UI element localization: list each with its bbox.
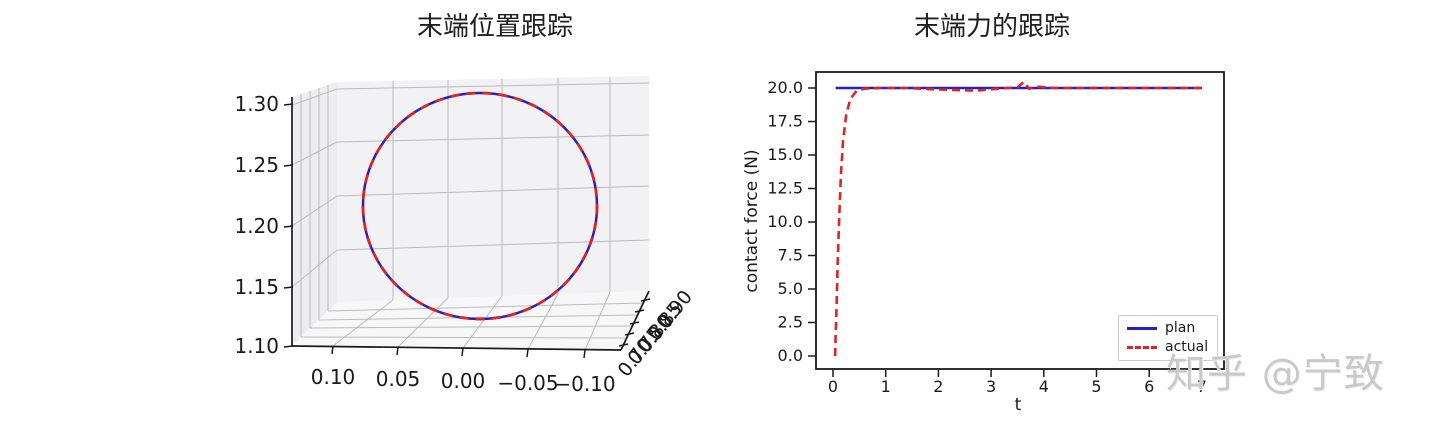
z-tick-labels: 1.30 1.25 1.20 1.15 1.10: [234, 92, 279, 358]
x-tick-label: 0.00: [441, 369, 486, 393]
axes-3d-ticks: [283, 103, 651, 359]
y-tick-label: 7.5: [778, 246, 803, 265]
legend-label-plan: plan: [1165, 320, 1196, 336]
x-tick-label: 2: [933, 377, 943, 396]
axes-2d-ticks: [808, 87, 1203, 377]
x-tick-label: −0.10: [554, 372, 615, 396]
z-tick-label: 1.15: [234, 275, 279, 299]
legend: plan actual: [1118, 315, 1219, 361]
force-series-lines: [833, 80, 1202, 357]
x-tick-label: −0.05: [497, 371, 558, 395]
y-tick-label: 0.0: [778, 346, 803, 365]
pane-floor: [292, 291, 649, 350]
x-tick-label: 7: [1197, 377, 1207, 396]
actual-line-swatch: [1127, 346, 1157, 349]
right-plot-title: 末端力的跟踪: [913, 12, 1070, 42]
y-tick-label: 15.0: [767, 145, 803, 164]
z-tick-label: 1.20: [234, 214, 279, 238]
y-tick-label: 20.0: [767, 78, 803, 97]
right-2d-axes: 20.0 17.5 15.0 12.5 10.0 7.5 5.0 2.5 0.0…: [742, 71, 1225, 415]
pane-back: [337, 76, 649, 302]
pane-left: [292, 82, 337, 346]
plan-line-swatch: [1127, 327, 1157, 330]
z-tick-label: 1.30: [234, 92, 279, 116]
y-tick-label: 12.5: [767, 179, 803, 198]
legend-label-actual: actual: [1165, 339, 1209, 355]
left-plot-title: 末端位置跟踪: [416, 12, 573, 42]
legend-item-plan: plan: [1127, 321, 1208, 336]
x-tick-label: 1: [881, 377, 891, 396]
y-tick-label: 10.0: [767, 212, 803, 231]
y-axis-label: contact force (N): [742, 149, 762, 292]
y-tick-label: 17.5: [767, 112, 803, 131]
y-tick-label: 2.5: [778, 313, 803, 332]
series-actual-line: [833, 80, 1202, 357]
x-axis-label: t: [1015, 395, 1022, 415]
z-tick-label: 1.10: [234, 334, 279, 358]
x-tick-label: 0: [828, 377, 838, 396]
z-tick-label: 1.25: [234, 153, 279, 177]
x-tick-label: 6: [1144, 377, 1154, 396]
actual-trajectory-line: [361, 91, 599, 321]
x-tick-label: 4: [1039, 377, 1049, 396]
x-tick-labels-2d: 0 1 2 3 4 5 6 7: [828, 377, 1207, 396]
legend-item-actual: actual: [1127, 340, 1208, 355]
y-tick-label: 5.0: [778, 279, 803, 298]
x-tick-label: 5: [1091, 377, 1101, 396]
grid-3d: [291, 77, 650, 351]
x-tick-labels-3d: 0.10 0.05 0.00 −0.05 −0.10: [311, 365, 616, 396]
x-tick-label: 3: [986, 377, 996, 396]
x-tick-label: 0.05: [376, 367, 421, 391]
x-tick-label: 0.10: [311, 365, 356, 389]
left-3d-axes: 1.30 1.25 1.20 1.15 1.10 0.10 0.05 0.00 …: [234, 76, 697, 396]
y-tick-labels-2d: 20.0 17.5 15.0 12.5 10.0 7.5 5.0 2.5 0.0: [767, 78, 803, 365]
